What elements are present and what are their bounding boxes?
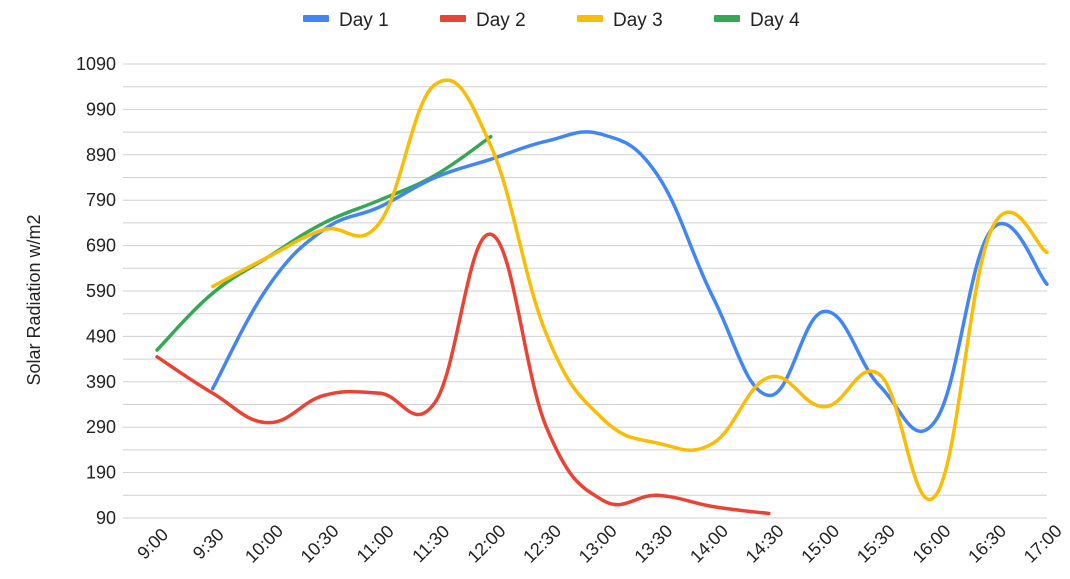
- x-tick-label: 11:00: [353, 521, 398, 566]
- y-tick-label: 90: [96, 508, 116, 528]
- series-line-day-4: [155, 134, 493, 352]
- legend-swatch: [714, 15, 740, 22]
- legend-swatch: [440, 15, 466, 22]
- x-tick-label: 10:30: [297, 521, 343, 567]
- y-tick-label: 890: [86, 145, 116, 165]
- x-tick-label: 17:00: [1020, 521, 1066, 567]
- x-tick-label: 13:30: [630, 521, 676, 567]
- legend-label: Day 3: [613, 10, 663, 31]
- y-tick-label: 490: [86, 326, 116, 346]
- y-tick-label: 790: [86, 190, 116, 210]
- x-axis-tick-labels: 9:00 9:30 10:00 10:30 11:00 11:30 12:00 12:30 13…: [133, 521, 1065, 567]
- y-tick-label: 990: [86, 99, 116, 119]
- y-tick-label: 390: [86, 372, 116, 392]
- chart-series: [155, 78, 1049, 516]
- y-axis-title: Solar Radiation w/m2: [24, 214, 44, 385]
- x-tick-label: 10:00: [241, 521, 287, 567]
- legend-swatch: [303, 15, 329, 22]
- x-tick-label: 12:00: [464, 521, 510, 567]
- legend-item-day-1: Day 1: [303, 10, 389, 31]
- legend-swatch: [577, 15, 603, 22]
- y-tick-label: 1090: [76, 54, 116, 74]
- x-tick-label: 9:00: [133, 524, 172, 563]
- x-tick-label: 9:30: [189, 524, 228, 563]
- y-tick-label: 590: [86, 281, 116, 301]
- series-line-day-3: [210, 78, 1049, 501]
- x-tick-label: 15:30: [853, 521, 899, 567]
- series-line-day-1: [210, 130, 1049, 434]
- x-tick-label: 16:00: [909, 521, 955, 567]
- y-tick-label: 190: [86, 463, 116, 483]
- x-tick-label: 11:30: [408, 521, 453, 566]
- legend-label: Day 2: [476, 10, 526, 31]
- x-tick-label: 16:30: [964, 521, 1010, 567]
- chart-legend: Day 1 Day 2 Day 3 Day 4: [303, 10, 800, 31]
- legend-item-day-3: Day 3: [577, 10, 663, 31]
- legend-label: Day 1: [339, 10, 389, 31]
- legend-item-day-4: Day 4: [714, 10, 800, 31]
- x-tick-label: 13:00: [575, 521, 621, 567]
- y-tick-label: 290: [86, 417, 116, 437]
- x-tick-label: 12:30: [519, 521, 565, 567]
- series-line-day-2: [155, 232, 771, 516]
- x-tick-label: 14:30: [742, 521, 788, 567]
- x-tick-label: 14:00: [686, 521, 732, 567]
- y-tick-label: 690: [86, 236, 116, 256]
- legend-label: Day 4: [750, 10, 800, 31]
- x-tick-label: 15:00: [797, 521, 843, 567]
- y-axis-tick-labels: 90 190 290 390 490 590 690 790 890 990 1090: [76, 54, 116, 528]
- legend-item-day-2: Day 2: [440, 10, 526, 31]
